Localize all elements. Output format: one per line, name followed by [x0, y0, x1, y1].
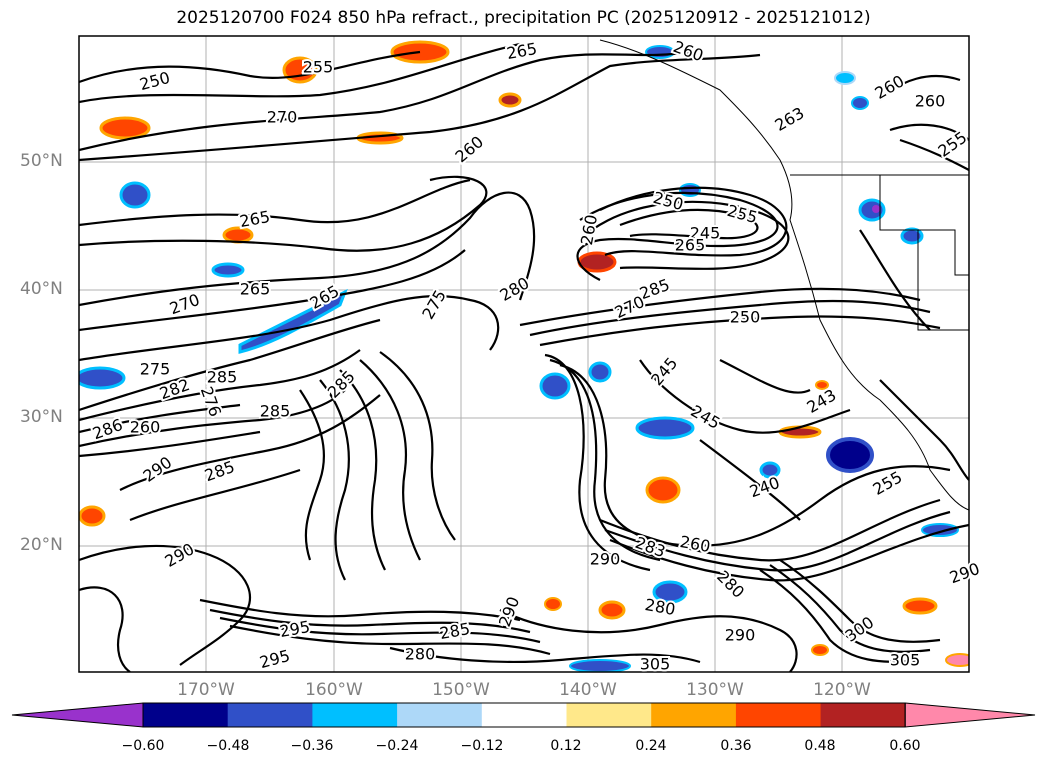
colorbar-cell — [397, 703, 483, 727]
contour-label: 270 — [267, 108, 298, 127]
contour-label: 265 — [240, 280, 271, 299]
colorbar — [11, 702, 1036, 728]
coastlines — [599, 39, 969, 511]
lon-label-120w: 120°W — [813, 680, 871, 700]
lat-label-50n: 50°N — [20, 151, 63, 171]
contour-label: 250 — [730, 308, 761, 327]
colorbar-cell — [735, 703, 822, 727]
contour-label: 260 — [915, 92, 946, 111]
contour-label-halo: 290 — [590, 550, 621, 569]
colorbar-tick: −0.12 — [460, 738, 504, 754]
colorbar-tick: −0.36 — [290, 738, 334, 754]
lon-label-130w: 130°W — [686, 680, 744, 700]
colorbar-extend-max — [904, 702, 1036, 728]
colorbar-tick: −0.60 — [121, 738, 165, 754]
lon-label-170w: 170°W — [177, 680, 235, 700]
map-frame — [78, 35, 970, 673]
contour-label: 260 — [130, 418, 161, 437]
colorbar-extend-min — [11, 702, 144, 728]
precip-positive — [79, 40, 969, 667]
colorbar-cell — [651, 703, 737, 727]
lon-label-160w: 160°W — [305, 680, 363, 700]
lon-label-140w: 140°W — [559, 680, 617, 700]
contour-label-halo: 275 — [140, 360, 171, 379]
contour-label: 280 — [405, 645, 436, 664]
colorbar-tick: −0.24 — [375, 738, 419, 754]
contour-label-halo: 305 — [640, 655, 671, 674]
contour-label: 275 — [140, 360, 171, 379]
lon-label-150w: 150°W — [432, 680, 490, 700]
contour-label-halo: 260 — [130, 418, 161, 437]
contour-label-halo: 305 — [890, 651, 921, 670]
colorbar-tick: −0.48 — [206, 738, 250, 754]
colorbar-tick: 0.36 — [720, 738, 752, 754]
contour-label: 285 — [207, 368, 238, 387]
lat-label-40n: 40°N — [20, 279, 63, 299]
colorbar-cell — [820, 703, 906, 727]
contour-label-halo: 260 — [915, 92, 946, 111]
contour-label: 290 — [590, 550, 621, 569]
contour-label: 290 — [725, 626, 756, 645]
contour-label-halo: 265 — [240, 280, 271, 299]
contour-label-halo: 280 — [405, 645, 436, 664]
contour-label-halo: 290 — [725, 626, 756, 645]
colorbar-tick: 0.24 — [635, 738, 667, 754]
contour-label-halo: 285 — [207, 368, 238, 387]
contour-label-halo: 245 — [690, 224, 721, 243]
colorbar-cell — [227, 703, 313, 727]
colorbar-cell — [312, 703, 398, 727]
contour-label: 285 — [260, 402, 291, 421]
contour-label: 255 — [303, 58, 334, 77]
contour-label: 245 — [690, 224, 721, 243]
colorbar-tick: 0.48 — [804, 738, 836, 754]
lat-label-30n: 30°N — [20, 407, 63, 427]
contour-label-halo: 250 — [730, 308, 761, 327]
map-title: 2025120700 F024 850 hPa refract., precip… — [176, 8, 871, 28]
contour-label: 305 — [890, 651, 921, 670]
contour-label: 305 — [640, 655, 671, 674]
lat-label-20n: 20°N — [20, 535, 63, 555]
contour-label-halo: 270 — [267, 108, 298, 127]
colorbar-cell — [481, 703, 567, 727]
contour-label: 265 — [675, 236, 706, 255]
contour-label-halo: 255 — [303, 58, 334, 77]
colorbar-cell — [566, 703, 652, 727]
refractivity-contours — [79, 42, 969, 672]
colorbar-cell — [143, 703, 229, 727]
contour-label-halo: 265 — [675, 236, 706, 255]
map-background — [79, 36, 969, 672]
colorbar-tick: 0.12 — [550, 738, 582, 754]
colorbar-tick: 0.60 — [889, 738, 921, 754]
contour-label-halo: 285 — [260, 402, 291, 421]
